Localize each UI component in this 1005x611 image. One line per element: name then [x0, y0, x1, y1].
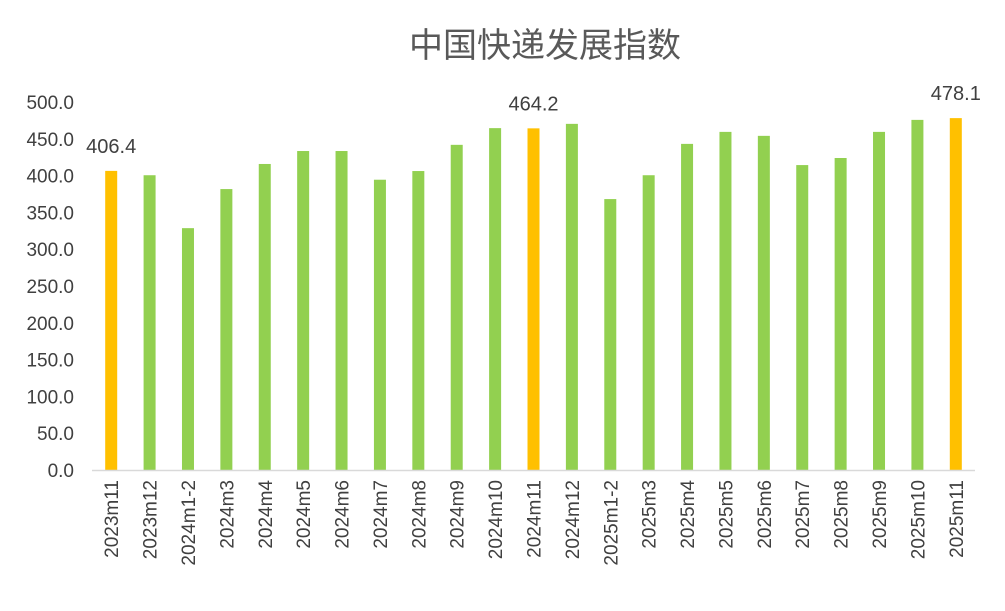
bar [181, 228, 194, 470]
y-tick-label: 300.0 [26, 240, 74, 261]
bar [796, 165, 809, 470]
x-tick-label: 2023m12 [141, 480, 162, 559]
x-tick-label: 2023m11 [102, 480, 123, 558]
x-tick-label: 2025m11 [947, 480, 968, 558]
bar [412, 171, 425, 470]
x-tick-label: 2025m3 [640, 480, 661, 549]
bar [258, 163, 271, 471]
bar [681, 143, 694, 470]
bar [719, 131, 732, 471]
x-tick-label: 2025m5 [716, 480, 737, 549]
chart-title: 中国快递发展指数 [409, 26, 681, 66]
bar-highlight [949, 118, 962, 470]
y-axis-ticks: 0.0 50.0 100.0 150.0 200.0 250.0 300.0 350.0 400… [26, 93, 74, 482]
bar [757, 135, 770, 470]
bar [143, 175, 156, 470]
bar [373, 179, 386, 470]
x-tick-label: 2024m5 [294, 480, 315, 549]
data-label: 464.2 [508, 93, 558, 115]
x-tick-label: 2024m11 [525, 480, 546, 558]
y-tick-label: 150.0 [26, 351, 74, 372]
y-tick-label: 250.0 [26, 277, 74, 298]
bar [220, 189, 233, 471]
y-tick-label: 50.0 [37, 424, 74, 445]
x-tick-label: 2024m4 [256, 480, 277, 549]
bar [489, 128, 502, 471]
bar [604, 199, 617, 470]
x-tick-label: 2025m10 [908, 480, 929, 559]
x-tick-label: 2025m4 [678, 480, 699, 549]
x-tick-label: 2024m8 [409, 480, 430, 549]
bar [335, 151, 348, 471]
data-label: 478.1 [931, 83, 981, 105]
data-label: 406.4 [86, 136, 136, 158]
x-tick-label: 2024m10 [486, 480, 507, 559]
y-tick-label: 100.0 [26, 387, 74, 408]
x-tick-label: 2024m3 [217, 480, 238, 549]
x-tick-label: 2025m7 [793, 480, 814, 549]
x-tick-label: 2024m6 [333, 480, 354, 549]
x-tick-label: 2025m6 [755, 480, 776, 549]
bar [873, 131, 886, 471]
bar [642, 175, 655, 470]
y-tick-label: 500.0 [26, 93, 74, 114]
bar-highlight [105, 170, 118, 471]
bar [834, 158, 847, 471]
y-tick-label: 350.0 [26, 203, 74, 224]
data-labels: 406.4 464.2 478.1 [86, 83, 981, 158]
x-tick-label: 2025m8 [832, 480, 853, 549]
bar [297, 151, 310, 471]
x-tick-label: 2025m9 [870, 480, 891, 549]
bar-highlight [527, 128, 540, 470]
y-tick-label: 200.0 [26, 314, 74, 335]
x-tick-label: 2024m7 [371, 480, 392, 549]
bar [565, 123, 578, 471]
y-tick-label: 450.0 [26, 130, 74, 151]
y-tick-label: 0.0 [48, 461, 74, 482]
bar [911, 119, 924, 470]
x-tick-label: 2024m12 [563, 480, 584, 559]
bars [105, 118, 962, 471]
x-axis-ticks: 2023m11 2023m12 2024m1-2 2024m3 2024m4 2024m5… [102, 480, 968, 566]
y-tick-label: 400.0 [26, 167, 74, 188]
x-tick-label: 2024m1-2 [179, 480, 200, 566]
x-tick-label: 2024m9 [448, 480, 469, 549]
x-tick-label: 2025m1-2 [601, 480, 622, 566]
bar [450, 144, 463, 470]
